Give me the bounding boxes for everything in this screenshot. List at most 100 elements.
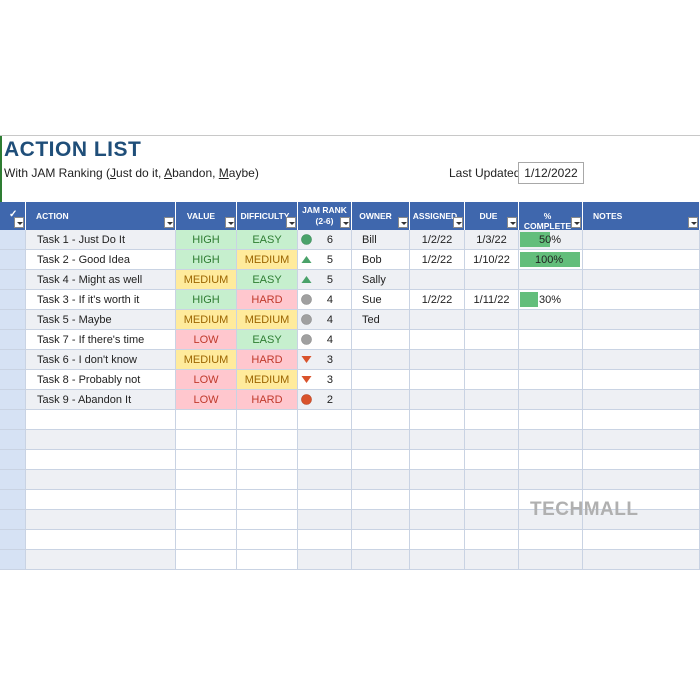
row-selector[interactable] — [0, 530, 26, 550]
cell-difficulty[interactable] — [237, 470, 298, 490]
cell-value[interactable] — [176, 550, 237, 570]
row-selector[interactable] — [0, 250, 26, 270]
cell-value[interactable] — [176, 410, 237, 430]
cell-jam-rank[interactable] — [298, 470, 352, 490]
cell-owner[interactable]: Sue — [352, 290, 410, 310]
row-selector[interactable] — [0, 490, 26, 510]
table-row[interactable]: Task 1 - Just Do It HIGH EASY 6 Bill 1/2/22 1/… — [0, 230, 700, 250]
empty-table-row[interactable] — [0, 430, 700, 450]
cell-complete[interactable]: 100% — [519, 250, 583, 270]
cell-action[interactable]: Task 4 - Might as well — [26, 270, 176, 290]
filter-dropdown-icon[interactable] — [507, 217, 517, 228]
cell-action[interactable]: Task 9 - Abandon It — [26, 390, 176, 410]
cell-difficulty[interactable] — [237, 430, 298, 450]
cell-action[interactable] — [26, 410, 176, 430]
cell-value[interactable] — [176, 530, 237, 550]
cell-assigned[interactable]: 1/2/22 — [410, 230, 465, 250]
cell-value[interactable]: MEDIUM — [176, 350, 237, 370]
cell-action[interactable] — [26, 430, 176, 450]
cell-due[interactable] — [465, 450, 519, 470]
cell-owner[interactable] — [352, 390, 410, 410]
cell-complete[interactable] — [519, 330, 583, 350]
cell-due[interactable] — [465, 330, 519, 350]
cell-action[interactable] — [26, 550, 176, 570]
cell-notes[interactable] — [583, 450, 700, 470]
empty-table-row[interactable] — [0, 550, 700, 570]
cell-notes[interactable] — [583, 310, 700, 330]
sort-dropdown-icon[interactable] — [340, 217, 350, 228]
filter-dropdown-icon[interactable] — [453, 217, 463, 228]
cell-due[interactable] — [465, 550, 519, 570]
cell-assigned[interactable] — [410, 270, 465, 290]
cell-jam-rank[interactable] — [298, 530, 352, 550]
cell-notes[interactable] — [583, 390, 700, 410]
cell-assigned[interactable] — [410, 350, 465, 370]
cell-owner[interactable] — [352, 330, 410, 350]
cell-action[interactable]: Task 1 - Just Do It — [26, 230, 176, 250]
cell-assigned[interactable]: 1/2/22 — [410, 250, 465, 270]
cell-complete[interactable] — [519, 550, 583, 570]
cell-owner[interactable]: Bob — [352, 250, 410, 270]
cell-difficulty[interactable] — [237, 530, 298, 550]
cell-complete[interactable] — [519, 430, 583, 450]
filter-dropdown-icon[interactable] — [571, 217, 581, 228]
cell-notes[interactable] — [583, 430, 700, 450]
cell-complete[interactable] — [519, 450, 583, 470]
row-selector[interactable] — [0, 350, 26, 370]
cell-owner[interactable] — [352, 370, 410, 390]
cell-assigned[interactable] — [410, 550, 465, 570]
cell-notes[interactable] — [583, 470, 700, 490]
row-selector[interactable] — [0, 430, 26, 450]
row-selector[interactable] — [0, 410, 26, 430]
header-due[interactable]: DUE — [465, 202, 519, 230]
cell-value[interactable]: MEDIUM — [176, 310, 237, 330]
cell-owner[interactable]: Bill — [352, 230, 410, 250]
cell-assigned[interactable] — [410, 410, 465, 430]
cell-value[interactable] — [176, 430, 237, 450]
cell-action[interactable] — [26, 450, 176, 470]
cell-notes[interactable] — [583, 250, 700, 270]
cell-jam-rank[interactable]: 3 — [298, 350, 352, 370]
filter-dropdown-icon[interactable] — [688, 217, 698, 228]
cell-value[interactable]: LOW — [176, 330, 237, 350]
cell-assigned[interactable] — [410, 470, 465, 490]
cell-action[interactable]: Task 7 - If there's time — [26, 330, 176, 350]
cell-assigned[interactable] — [410, 490, 465, 510]
cell-owner[interactable] — [352, 450, 410, 470]
cell-jam-rank[interactable]: 4 — [298, 310, 352, 330]
cell-value[interactable] — [176, 450, 237, 470]
cell-notes[interactable] — [583, 330, 700, 350]
cell-value[interactable]: MEDIUM — [176, 270, 237, 290]
row-selector[interactable] — [0, 550, 26, 570]
cell-jam-rank[interactable]: 5 — [298, 250, 352, 270]
cell-action[interactable]: Task 3 - If it's worth it — [26, 290, 176, 310]
cell-complete[interactable] — [519, 530, 583, 550]
cell-difficulty[interactable]: MEDIUM — [237, 250, 298, 270]
empty-table-row[interactable] — [0, 450, 700, 470]
header-action[interactable]: ACTION — [26, 202, 176, 230]
cell-assigned[interactable] — [410, 370, 465, 390]
filter-dropdown-icon[interactable] — [286, 217, 296, 228]
empty-table-row[interactable] — [0, 470, 700, 490]
cell-value[interactable]: HIGH — [176, 230, 237, 250]
cell-difficulty[interactable]: EASY — [237, 230, 298, 250]
cell-notes[interactable] — [583, 530, 700, 550]
cell-due[interactable] — [465, 470, 519, 490]
row-selector[interactable] — [0, 470, 26, 490]
cell-assigned[interactable]: 1/2/22 — [410, 290, 465, 310]
cell-complete[interactable] — [519, 390, 583, 410]
cell-jam-rank[interactable] — [298, 550, 352, 570]
cell-owner[interactable] — [352, 550, 410, 570]
table-row[interactable]: Task 6 - I don't know MEDIUM HARD 3 — [0, 350, 700, 370]
row-selector[interactable] — [0, 310, 26, 330]
row-selector[interactable] — [0, 330, 26, 350]
cell-action[interactable]: Task 8 - Probably not — [26, 370, 176, 390]
cell-jam-rank[interactable] — [298, 510, 352, 530]
cell-due[interactable] — [465, 530, 519, 550]
cell-due[interactable] — [465, 410, 519, 430]
cell-notes[interactable] — [583, 550, 700, 570]
cell-action[interactable]: Task 6 - I don't know — [26, 350, 176, 370]
cell-due[interactable] — [465, 370, 519, 390]
cell-notes[interactable] — [583, 410, 700, 430]
cell-due[interactable]: 1/10/22 — [465, 250, 519, 270]
